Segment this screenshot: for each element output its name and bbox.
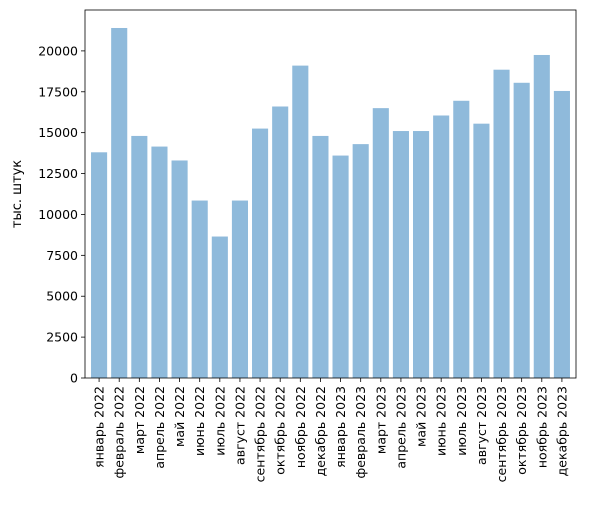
bar-7 (211, 236, 228, 378)
x-tick-label: октябрь 2023 (514, 386, 529, 475)
x-tick-label: апрель 2023 (393, 386, 408, 469)
x-tick-label: ноябрь 2022 (293, 386, 308, 468)
y-tick-label: 20000 (38, 43, 78, 58)
x-tick-label: июнь 2022 (192, 386, 207, 456)
y-tick-label: 12500 (38, 166, 78, 181)
bar-1 (91, 152, 108, 378)
bar-8 (231, 200, 248, 378)
bar-18 (433, 115, 450, 378)
y-tick-label: 7500 (46, 248, 78, 263)
x-tick-label: сентябрь 2022 (253, 386, 268, 482)
y-tick-label: 17500 (38, 84, 78, 99)
bar-11 (292, 65, 309, 378)
bar-2 (111, 27, 128, 378)
x-tick-label: декабрь 2022 (313, 386, 328, 476)
bar-24 (553, 90, 570, 379)
x-tick-label: декабрь 2023 (554, 386, 569, 476)
bar-16 (392, 131, 409, 378)
bar-13 (332, 155, 349, 378)
x-tick-label: май 2022 (172, 386, 187, 447)
x-tick-label: январь 2023 (333, 386, 348, 468)
y-tick-label: 5000 (46, 289, 78, 304)
x-tick-label: сентябрь 2023 (494, 386, 509, 482)
bar-14 (352, 144, 369, 378)
bar-15 (372, 108, 389, 378)
x-tick-label: ноябрь 2023 (534, 386, 549, 468)
bar-9 (252, 128, 269, 378)
x-tick-label: июнь 2023 (434, 386, 449, 456)
bar-23 (533, 54, 550, 378)
bar-10 (272, 106, 289, 379)
bar-4 (151, 146, 168, 378)
x-tick-label: июль 2023 (454, 386, 469, 456)
bar-19 (453, 100, 470, 379)
x-tick-label: май 2023 (414, 386, 429, 447)
y-tick-label: 2500 (46, 330, 78, 345)
x-tick-label: февраль 2022 (112, 386, 127, 478)
bar-6 (191, 200, 208, 378)
bar-3 (131, 135, 148, 378)
x-tick-label: февраль 2023 (353, 386, 368, 478)
plot-frame (84, 9, 577, 379)
bar-21 (493, 69, 510, 378)
x-tick-label: август 2023 (474, 386, 489, 465)
x-tick-label: октябрь 2022 (273, 386, 288, 475)
y-axis: 0 2500 5000 7500 10000 12500 15000 17500 20000 (38, 43, 85, 386)
x-tick-label: январь 2022 (92, 386, 107, 468)
bar-12 (312, 135, 329, 378)
x-tick-label: март 2023 (373, 386, 388, 454)
bars-group (91, 27, 570, 379)
bar-17 (413, 131, 430, 378)
y-tick-label: 10000 (38, 207, 78, 222)
y-axis-label: тыс. штук (10, 160, 25, 228)
bar-22 (513, 82, 530, 378)
x-axis: январь 2022 февраль 2022 март 2022 апрель 2… (92, 378, 569, 482)
x-tick-label: март 2022 (132, 386, 147, 454)
bar-20 (473, 123, 490, 378)
x-tick-label: апрель 2022 (152, 386, 167, 469)
x-tick-label: июль 2022 (212, 386, 227, 456)
y-tick-label: 0 (70, 371, 78, 386)
x-tick-label: август 2022 (232, 386, 247, 465)
y-tick-label: 15000 (38, 125, 78, 140)
bar-5 (171, 160, 188, 378)
